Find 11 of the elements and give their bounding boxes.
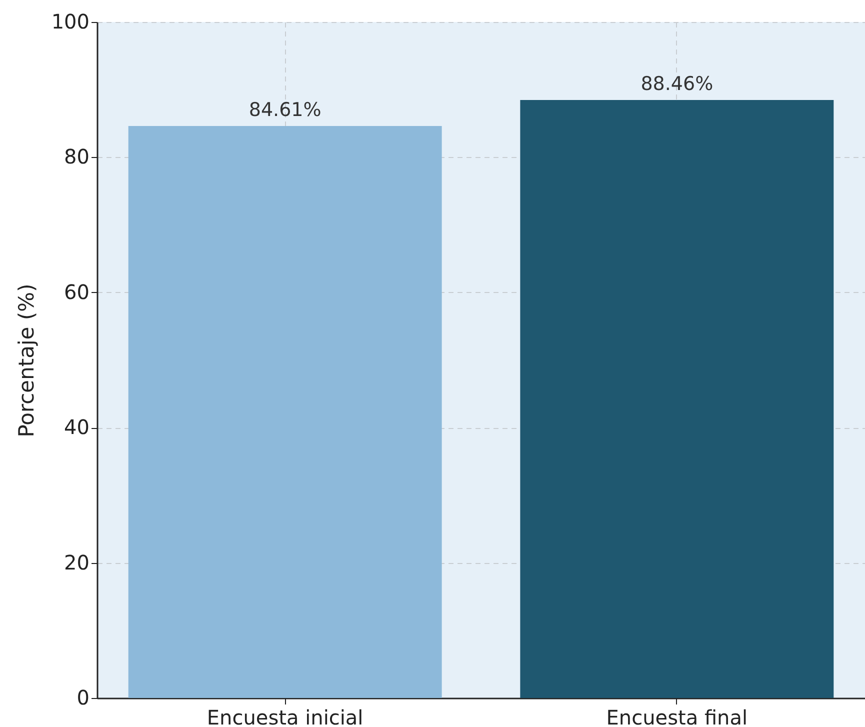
x-tick-label: Encuesta inicial <box>206 706 364 727</box>
y-axis-title: Porcentaje (%) <box>14 284 38 438</box>
y-tick-label: 20 <box>64 550 90 574</box>
data-label: 88.46% <box>640 73 714 96</box>
x-tick-label: Encuesta final <box>606 706 748 727</box>
data-label: 84.61% <box>248 99 322 122</box>
y-tick-label: 80 <box>64 144 90 169</box>
y-tick-label: 100 <box>51 10 90 34</box>
y-tick-label: 40 <box>64 415 90 440</box>
y-tick-label: 60 <box>64 280 90 304</box>
y-tick-label: 0 <box>76 686 90 710</box>
